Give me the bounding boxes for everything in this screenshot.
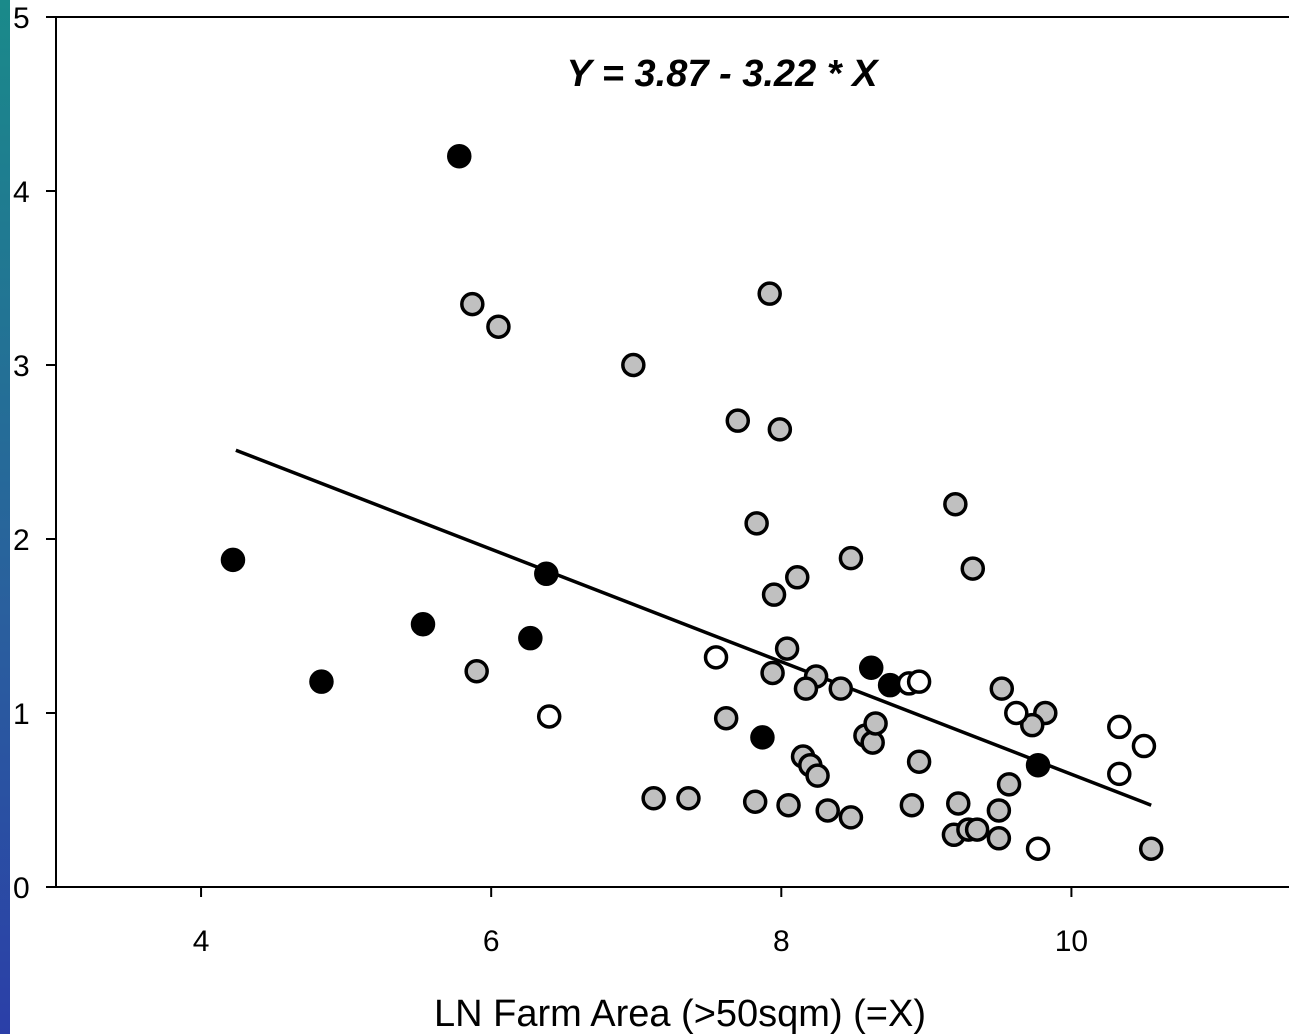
data-point-gray xyxy=(828,676,854,701)
data-point-gray xyxy=(838,545,864,571)
y-tick-label: 2 xyxy=(13,524,30,557)
data-points xyxy=(220,143,1164,861)
data-point-gray xyxy=(986,798,1012,823)
data-point-dark xyxy=(220,547,246,573)
data-point-gray xyxy=(676,786,701,811)
data-point-gray xyxy=(1019,712,1045,738)
data-point-gray xyxy=(815,798,840,823)
data-point-gray xyxy=(757,281,782,306)
x-tick-label: 6 xyxy=(483,925,500,958)
data-point-gray xyxy=(899,792,925,818)
data-point-white xyxy=(536,704,562,729)
data-point-gray xyxy=(761,582,787,607)
y-tick-label: 3 xyxy=(13,350,30,383)
data-point-gray xyxy=(486,314,511,339)
data-point-gray xyxy=(767,417,793,442)
data-point-dark xyxy=(518,625,543,651)
data-point-gray xyxy=(960,556,986,581)
data-point-gray xyxy=(838,805,864,830)
data-point-gray xyxy=(464,658,489,684)
data-point-gray xyxy=(805,763,830,788)
plot-background xyxy=(10,0,1289,1034)
data-point-gray xyxy=(989,676,1015,701)
data-point-gray xyxy=(725,408,751,433)
data-point-gray xyxy=(964,817,990,842)
data-point-gray xyxy=(744,511,769,536)
data-point-white xyxy=(703,645,729,670)
data-point-white xyxy=(1107,761,1132,787)
data-point-dark xyxy=(858,655,884,681)
data-point-dark xyxy=(750,725,775,750)
axes: 0 1 2 3 4 5 4 6 8 10 xyxy=(13,2,1289,958)
data-point-white xyxy=(1131,733,1157,759)
data-point-dark xyxy=(447,143,472,169)
regression-line xyxy=(235,448,1152,807)
data-point-dark xyxy=(534,561,559,587)
regression-equation: Y = 3.87 - 3.22 * X xyxy=(567,53,881,95)
data-point-gray xyxy=(863,711,888,736)
data-point-gray xyxy=(776,792,801,818)
data-point-gray xyxy=(621,352,646,378)
data-point-gray xyxy=(793,676,819,701)
data-point-white xyxy=(1025,836,1051,861)
data-point-white xyxy=(906,669,932,694)
data-point-dark xyxy=(410,612,436,637)
x-tick-label: 8 xyxy=(773,925,790,958)
data-point-white xyxy=(1004,700,1029,726)
data-point-dark xyxy=(1025,752,1051,778)
data-point-gray xyxy=(713,705,739,731)
data-point-white xyxy=(1107,714,1132,740)
data-point-gray xyxy=(460,291,485,317)
data-point-gray xyxy=(774,636,800,661)
data-point-gray xyxy=(986,826,1012,851)
data-point-gray xyxy=(742,789,768,814)
data-point-gray xyxy=(641,786,666,811)
y-tick-label: 1 xyxy=(13,698,30,731)
y-tick-label: 4 xyxy=(13,176,30,209)
data-point-gray xyxy=(760,660,785,686)
data-point-gray xyxy=(1138,836,1164,861)
data-point-gray xyxy=(785,565,810,590)
y-tick-label: 0 xyxy=(13,872,30,905)
x-tick-label: 4 xyxy=(193,925,210,958)
data-point-dark xyxy=(309,669,334,694)
data-point-gray xyxy=(996,772,1022,797)
x-tick-label: 10 xyxy=(1055,925,1088,958)
y-tick-label: 5 xyxy=(13,2,30,35)
data-point-gray xyxy=(946,791,971,816)
x-axis-label: LN Farm Area (>50sqm) (=X) xyxy=(434,993,926,1034)
data-point-gray xyxy=(943,491,968,517)
data-point-gray xyxy=(906,749,932,774)
